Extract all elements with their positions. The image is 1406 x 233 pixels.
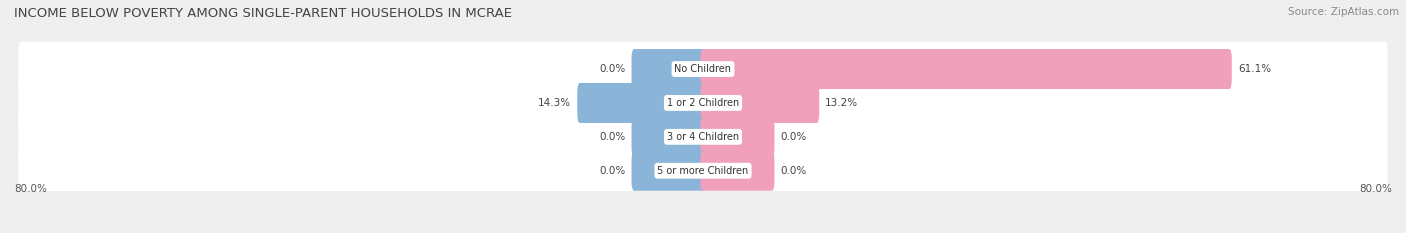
Text: 1 or 2 Children: 1 or 2 Children xyxy=(666,98,740,108)
Text: 61.1%: 61.1% xyxy=(1237,64,1271,74)
Text: Source: ZipAtlas.com: Source: ZipAtlas.com xyxy=(1288,7,1399,17)
Text: 0.0%: 0.0% xyxy=(599,166,626,176)
FancyBboxPatch shape xyxy=(700,49,1232,89)
Text: 0.0%: 0.0% xyxy=(780,166,807,176)
Text: 80.0%: 80.0% xyxy=(1360,184,1392,194)
Text: 80.0%: 80.0% xyxy=(14,184,46,194)
Text: 0.0%: 0.0% xyxy=(780,132,807,142)
FancyBboxPatch shape xyxy=(700,83,820,123)
Text: 5 or more Children: 5 or more Children xyxy=(658,166,748,176)
FancyBboxPatch shape xyxy=(18,140,1388,202)
Text: No Children: No Children xyxy=(675,64,731,74)
Text: 3 or 4 Children: 3 or 4 Children xyxy=(666,132,740,142)
FancyBboxPatch shape xyxy=(631,49,706,89)
FancyBboxPatch shape xyxy=(18,38,1388,100)
FancyBboxPatch shape xyxy=(700,117,775,157)
FancyBboxPatch shape xyxy=(631,117,706,157)
Text: 13.2%: 13.2% xyxy=(825,98,859,108)
FancyBboxPatch shape xyxy=(578,83,706,123)
FancyBboxPatch shape xyxy=(18,72,1388,134)
Text: 0.0%: 0.0% xyxy=(599,64,626,74)
FancyBboxPatch shape xyxy=(18,106,1388,168)
Text: 0.0%: 0.0% xyxy=(599,132,626,142)
FancyBboxPatch shape xyxy=(631,151,706,191)
FancyBboxPatch shape xyxy=(700,151,775,191)
Text: 14.3%: 14.3% xyxy=(538,98,571,108)
Text: INCOME BELOW POVERTY AMONG SINGLE-PARENT HOUSEHOLDS IN MCRAE: INCOME BELOW POVERTY AMONG SINGLE-PARENT… xyxy=(14,7,512,20)
